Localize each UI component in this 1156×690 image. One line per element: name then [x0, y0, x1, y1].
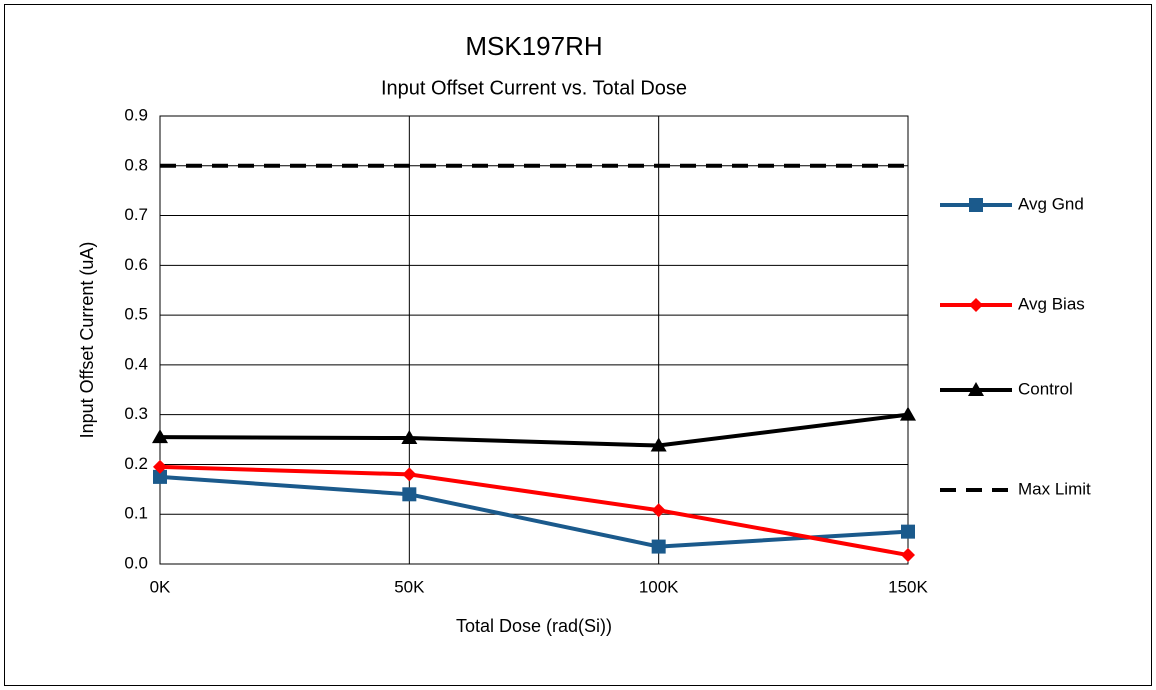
marker-diamond [153, 459, 167, 474]
x-tick-label: 50K [394, 577, 425, 596]
series-line [159, 464, 909, 558]
marker-triangle [900, 406, 916, 421]
marker-diamond [402, 467, 417, 482]
marker-diamond [651, 503, 666, 518]
legend-label: Avg Bias [1018, 294, 1085, 313]
chart-border [4, 4, 1152, 686]
x-tick-label: 0K [150, 577, 171, 596]
y-tick-label: 0.5 [124, 305, 148, 324]
y-tick-label: 0.0 [124, 553, 148, 572]
x-tick-label: 150K [888, 577, 928, 596]
marker-square [402, 487, 417, 502]
y-tick-label: 0.7 [124, 205, 148, 224]
marker-diamond [969, 298, 983, 312]
chart-subtitle: Input Offset Current vs. Total Dose [381, 77, 687, 99]
marker-diamond [901, 548, 915, 563]
series-line [159, 474, 909, 549]
marker-triangle [968, 382, 984, 396]
y-tick-label: 0.2 [124, 454, 148, 473]
x-axis-label: Total Dose (rad(Si)) [456, 616, 612, 636]
marker-square [153, 469, 167, 484]
marker-triangle [650, 437, 667, 452]
y-tick-label: 0.9 [124, 105, 148, 124]
chart-title: MSK197RH [465, 31, 602, 61]
legend-label: Control [1018, 379, 1073, 398]
plot-area [159, 115, 909, 565]
marker-square [969, 198, 983, 212]
marker-triangle [152, 429, 168, 444]
y-tick-label: 0.1 [124, 504, 148, 523]
legend-label: Avg Gnd [1018, 194, 1084, 213]
y-tick-label: 0.6 [124, 255, 148, 274]
y-tick-label: 0.3 [124, 404, 148, 423]
y-tick-label: 0.4 [124, 354, 148, 373]
x-tick-label: 100K [639, 577, 679, 596]
legend-label: Max Limit [1018, 479, 1091, 498]
y-tick-label: 0.8 [124, 155, 148, 174]
marker-square [651, 539, 666, 554]
marker-square [901, 524, 915, 539]
marker-triangle [401, 430, 418, 445]
series-line [159, 412, 909, 448]
y-axis-label: Input Offset Current (uA) [77, 242, 97, 439]
